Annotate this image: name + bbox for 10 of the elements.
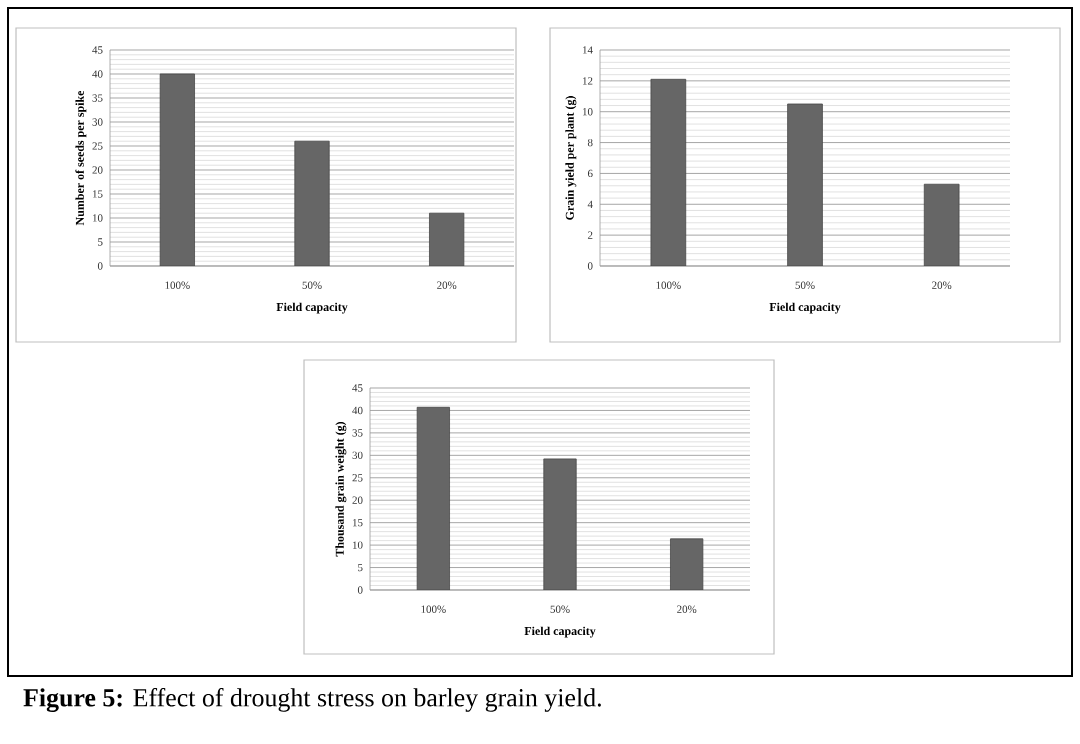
bar	[670, 538, 704, 590]
bar	[543, 458, 577, 590]
text: Figure 5: Effect of drought stress on barley grain yield.	[23, 688, 601, 712]
bar	[650, 78, 687, 266]
bar	[294, 140, 330, 266]
bar	[923, 183, 960, 266]
bar	[787, 103, 823, 266]
bar	[159, 73, 195, 266]
bar	[416, 406, 450, 590]
bar	[429, 212, 465, 266]
